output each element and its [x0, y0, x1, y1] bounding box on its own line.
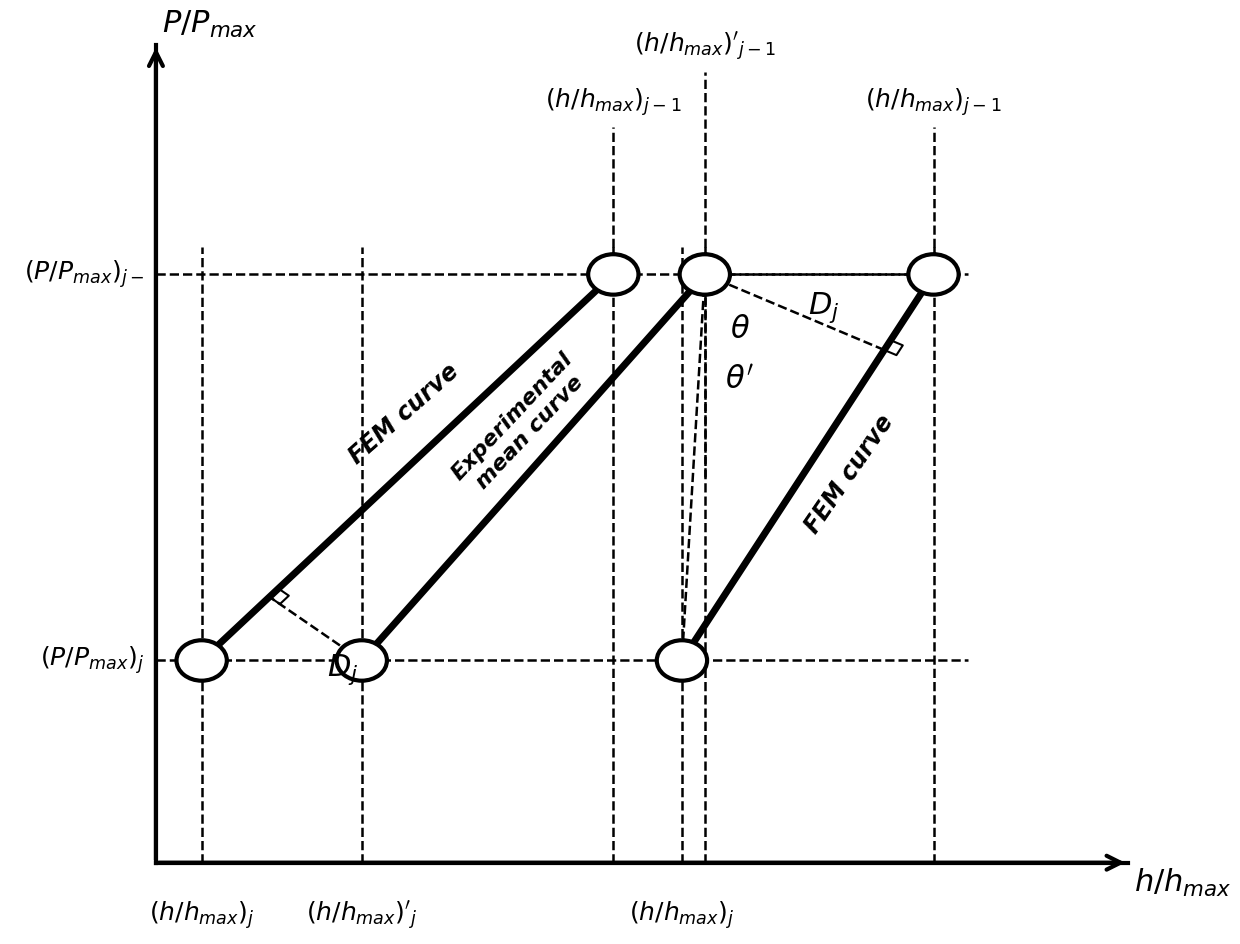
Text: FEM curve: FEM curve	[801, 411, 899, 538]
Text: $(h/h_{max})_{j-1}$: $(h/h_{max})_{j-1}$	[866, 87, 1002, 118]
Text: $(h/h_{max})_{j}$: $(h/h_{max})_{j}$	[629, 900, 735, 931]
Circle shape	[657, 640, 707, 681]
Text: Experimental
mean curve: Experimental mean curve	[448, 348, 594, 499]
Text: $\theta'$: $\theta'$	[725, 365, 754, 395]
Text: $D_j$: $D_j$	[327, 651, 358, 686]
Text: $(h/h_{max})_{j}$: $(h/h_{max})_{j}$	[149, 900, 254, 931]
Text: $(h/h_{max})_{j-1}$: $(h/h_{max})_{j-1}$	[546, 87, 682, 118]
Circle shape	[909, 254, 959, 295]
Text: $(P/P_{max})_{j}$: $(P/P_{max})_{j}$	[41, 645, 145, 676]
Text: FEM curve: FEM curve	[345, 359, 464, 468]
Text: $(h/h_{max})'_{j}$: $(h/h_{max})'_{j}$	[306, 900, 418, 932]
Circle shape	[336, 640, 387, 681]
Text: $D_j$: $D_j$	[808, 290, 839, 325]
Text: $(P/P_{max})_{j-}$: $(P/P_{max})_{j-}$	[25, 259, 145, 291]
Circle shape	[176, 640, 227, 681]
Text: $P/P_{max}$: $P/P_{max}$	[161, 9, 258, 40]
Text: $(h/h_{max})'_{j-1}$: $(h/h_{max})'_{j-1}$	[634, 30, 776, 63]
Text: $\theta$: $\theta$	[730, 315, 750, 345]
Circle shape	[588, 254, 639, 295]
Circle shape	[680, 254, 730, 295]
Text: $h/h_{max}$: $h/h_{max}$	[1133, 868, 1231, 900]
